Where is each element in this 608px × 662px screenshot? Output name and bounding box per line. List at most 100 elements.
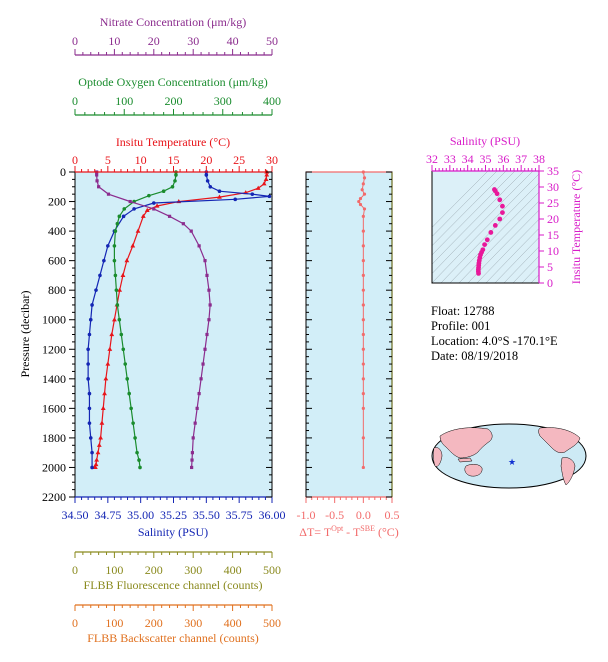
deltat-point <box>362 192 367 196</box>
ts-salinity-tick-label: 34 <box>462 152 474 166</box>
deltat-point <box>361 273 365 278</box>
salinity-profile-point <box>86 347 90 352</box>
oxygen-profile-point <box>173 179 177 183</box>
temperature-tick-label: 5 <box>105 153 111 167</box>
temperature-tick-label: 15 <box>168 153 180 167</box>
oxygen-tick-label: 100 <box>115 94 133 108</box>
ts-diagram-series <box>475 187 505 276</box>
deltat-plot-background <box>306 172 392 497</box>
ts-contour-line <box>432 171 507 247</box>
temperature-profile-point <box>264 172 270 177</box>
salinity-profile-point <box>87 391 92 396</box>
ts-contour-line <box>432 171 525 265</box>
ts-point <box>497 197 503 203</box>
ts-point <box>500 203 505 209</box>
backscatter-tick-label: 500 <box>263 616 281 630</box>
salinity-profile-point <box>205 179 210 183</box>
temperature-profile-point <box>263 176 269 181</box>
pressure-tick-label: 1200 <box>42 342 66 356</box>
salinity-profile-point <box>87 332 92 337</box>
deltat-point <box>361 303 365 307</box>
ts-salinity-tick-label: 38 <box>533 152 545 166</box>
temperature-profile-point <box>95 450 101 455</box>
nitrate-profile-point <box>95 179 99 183</box>
deltat-point <box>362 176 367 180</box>
oxygen-profile-point <box>115 303 120 307</box>
deltat-point <box>361 259 365 263</box>
oxygen-profile-point <box>122 207 127 211</box>
salinity-profile-point <box>88 317 93 322</box>
temperature-profile-point <box>117 287 123 292</box>
oxygen-profile-point <box>147 193 151 198</box>
ts-point <box>492 223 498 228</box>
ts-temperature-axis-title: Insitu Temperature (°C) <box>569 170 583 284</box>
main-plot-background <box>75 172 272 497</box>
ts-point <box>476 271 481 276</box>
ts-contour-line <box>440 182 539 283</box>
pressure-tick-label: 200 <box>48 195 66 209</box>
fluorescence-tick-label: 400 <box>224 563 242 577</box>
location-map: ★ <box>431 423 587 489</box>
temperature-profile-point <box>124 258 130 263</box>
pressure-tick-label: 1400 <box>42 372 66 386</box>
nitrate-profile-point <box>207 318 211 322</box>
salinity-profile-point <box>132 207 136 211</box>
salinity-profile-point <box>250 192 255 196</box>
salinity-profile-point <box>217 189 222 194</box>
salinity-profile-point <box>121 214 126 219</box>
ts-temperature-tick-label: 5 <box>547 260 553 274</box>
oxygen-profile-point <box>138 465 142 470</box>
ts-point <box>484 237 490 243</box>
deltat-point <box>361 332 365 337</box>
ts-salinity-tick-label: 33 <box>444 152 456 166</box>
ts-temperature-tick-label: 0 <box>547 276 553 290</box>
salinity-profile-point <box>98 273 102 278</box>
deltat-tick-label: -0.5 <box>325 508 344 522</box>
ts-temperature-tick-label: 20 <box>547 212 559 226</box>
nitrate-profile-point <box>106 192 111 196</box>
ts-temperature-tick-label: 15 <box>547 228 559 242</box>
deltat-point <box>361 182 365 186</box>
backscatter-tick-label: 200 <box>145 616 163 630</box>
salinity-tick-label: 36.00 <box>259 508 286 522</box>
pressure-tick-label: 800 <box>48 283 66 297</box>
nitrate-profile-point <box>189 229 193 233</box>
oxygen-profile-point <box>174 173 178 177</box>
oxygen-profile-point <box>112 258 117 263</box>
profile-number: Profile: 001 <box>431 319 491 333</box>
deltat-tick-label: -1.0 <box>297 508 316 522</box>
pressure-tick-label: 0 <box>60 165 66 179</box>
pressure-tick-label: 2200 <box>42 490 66 504</box>
oxygen-profile-point <box>161 189 166 194</box>
temperature-profile-point <box>130 243 136 248</box>
deltat-point <box>361 318 365 322</box>
deltat-point <box>357 199 361 204</box>
oxygen-profile-point <box>113 273 118 278</box>
nitrate-profile-point <box>193 421 197 425</box>
oxygen-profile-point <box>125 377 130 381</box>
temperature-profile-point <box>103 376 109 381</box>
ts-salinity-axis-title: Salinity (PSU) <box>450 134 520 148</box>
oxygen-profile-point <box>127 391 131 396</box>
salinity-profile-point <box>204 173 209 177</box>
backscatter-tick-label: 400 <box>224 616 242 630</box>
map-land-africa <box>433 447 443 467</box>
ts-temperature-tick-label: 30 <box>547 180 559 194</box>
deltat-series <box>357 170 367 470</box>
map-land-asia <box>439 427 493 459</box>
salinity-profile-point <box>87 421 92 425</box>
nitrate-tick-label: 20 <box>148 34 160 48</box>
oxygen-tick-label: 300 <box>214 94 232 108</box>
salinity-profile-point <box>88 436 93 440</box>
nitrate-tick-label: 50 <box>266 34 278 48</box>
fluorescence-tick-label: 200 <box>145 563 163 577</box>
ts-salinity-tick-label: 32 <box>426 152 438 166</box>
oxygen-profile-point <box>129 406 133 411</box>
ts-point <box>494 191 500 197</box>
deltat-point <box>361 288 365 292</box>
deltat-tick-label: 0.0 <box>356 508 371 522</box>
oxygen-profile-point <box>113 229 118 233</box>
backscatter-tick-label: 300 <box>184 616 202 630</box>
ts-contour-line <box>432 171 534 274</box>
